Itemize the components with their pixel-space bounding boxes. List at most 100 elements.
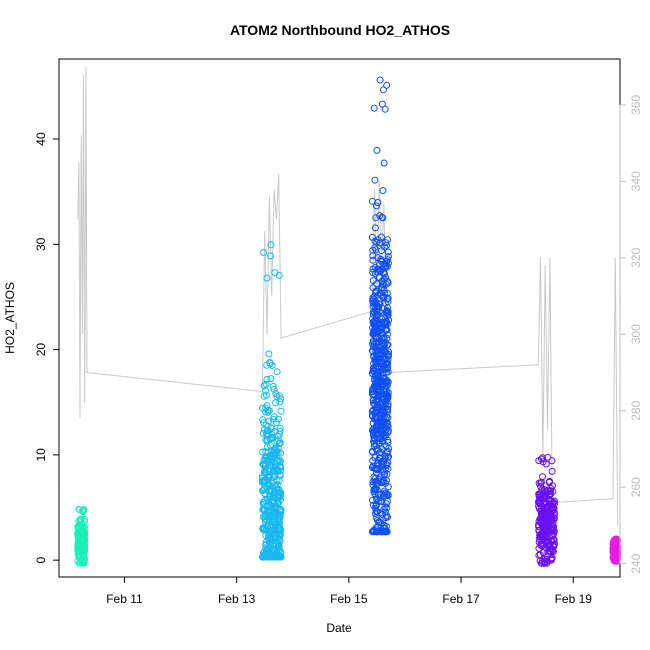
scatter-point: [383, 81, 391, 89]
scatter-point: [382, 320, 390, 328]
scatter-point: [376, 239, 384, 247]
y-tick-label: 10: [34, 448, 48, 462]
scatter-point: [373, 496, 381, 504]
scatter-point: [544, 453, 552, 461]
scatter-point: [383, 396, 391, 404]
scatter-point: [369, 501, 377, 509]
scatter-cluster: [74, 505, 89, 567]
y2-axis: 240 260 280 300 320 340 360: [619, 95, 643, 574]
scatter-point: [267, 241, 275, 249]
scatter-point: [78, 547, 86, 554]
scatter-point: [273, 368, 281, 376]
scatter-point: [372, 310, 380, 318]
scatter-point: [76, 543, 84, 551]
scatter-point: [373, 466, 381, 474]
scatter-point: [371, 400, 379, 408]
scatter-point: [535, 497, 543, 505]
scatter-point: [260, 249, 268, 256]
scatter-point: [260, 498, 268, 506]
scatter-point: [269, 536, 277, 544]
scatter-point: [383, 376, 391, 384]
scatter-point: [267, 252, 274, 260]
scatter-point: [611, 554, 619, 562]
scatter-point: [274, 468, 282, 475]
scatter-point: [373, 386, 381, 394]
scatter-point: [81, 518, 88, 526]
scatter-point: [376, 509, 384, 517]
scatter-point: [277, 407, 285, 415]
scatter-point: [269, 540, 277, 548]
scatter-point: [373, 239, 381, 246]
scatter-point: [274, 449, 282, 457]
scatter-point: [277, 395, 285, 403]
scatter-point: [550, 515, 558, 523]
y-axis: 0 10 20 30 40: [34, 132, 60, 563]
scatter-point: [376, 300, 384, 308]
scatter-point: [372, 362, 380, 370]
scatter-point: [379, 428, 387, 436]
scatter-point: [267, 501, 275, 509]
scatter-point: [378, 458, 386, 466]
scatter-point: [611, 550, 619, 558]
scatter-point: [384, 248, 392, 256]
scatter-point: [370, 352, 377, 360]
scatter-point: [536, 500, 544, 508]
scatter-point: [374, 418, 382, 426]
scatter-point: [276, 515, 284, 522]
scatter-point: [539, 549, 547, 557]
x-axis-label: Date: [326, 621, 352, 635]
scatter-point: [376, 518, 383, 526]
scatter-point: [260, 468, 268, 476]
x-tick-label: Feb 19: [555, 592, 593, 606]
scatter-point: [378, 258, 386, 266]
scatter-point: [384, 279, 392, 287]
scatter-point: [542, 460, 550, 468]
scatter-point: [370, 326, 378, 334]
scatter-point: [264, 553, 272, 561]
scatter-point: [265, 474, 272, 481]
plot-layer: [74, 66, 622, 567]
scatter-point: [547, 548, 555, 556]
scatter-point: [270, 473, 278, 481]
scatter-point: [377, 519, 385, 527]
scatter-point: [262, 436, 270, 444]
scatter-point: [369, 269, 377, 276]
scatter-point: [269, 516, 277, 524]
scatter-cluster: [534, 453, 558, 567]
scatter-point: [378, 100, 386, 108]
y2-tick-label: 340: [629, 171, 643, 191]
scatter-point: [372, 287, 380, 295]
y-tick-label: 40: [34, 132, 48, 146]
scatter-point: [611, 542, 619, 550]
scatter-point: [381, 259, 389, 267]
scatter-point: [260, 419, 268, 427]
scatter-point: [259, 416, 267, 424]
scatter-point: [268, 434, 276, 441]
scatter-point: [372, 307, 380, 315]
scatter-point: [379, 343, 387, 350]
scatter-point: [379, 478, 387, 486]
x-tick-label: Feb 11: [106, 592, 143, 606]
y-tick-label: 20: [34, 343, 48, 357]
scatter-point: [260, 382, 268, 390]
scatter-point: [368, 197, 376, 205]
scatter-point: [371, 490, 379, 498]
scatter-point: [261, 515, 269, 523]
scatter-point: [376, 76, 384, 84]
scatter-point: [271, 550, 279, 558]
scatter-point: [373, 371, 381, 379]
x-tick-label: Feb 17: [442, 592, 480, 606]
scatter-point: [261, 454, 269, 462]
scatter-point: [268, 361, 276, 369]
y2-tick-label: 280: [629, 400, 643, 420]
scatter-point: [76, 538, 84, 546]
scatter-point: [539, 473, 546, 481]
scatter-point: [269, 382, 277, 390]
scatter-point: [381, 528, 389, 536]
scatter-point: [274, 494, 282, 502]
scatter-point: [263, 274, 271, 282]
scatter-point: [538, 486, 546, 494]
scatter-point: [376, 454, 384, 462]
scatter-point: [384, 330, 391, 338]
